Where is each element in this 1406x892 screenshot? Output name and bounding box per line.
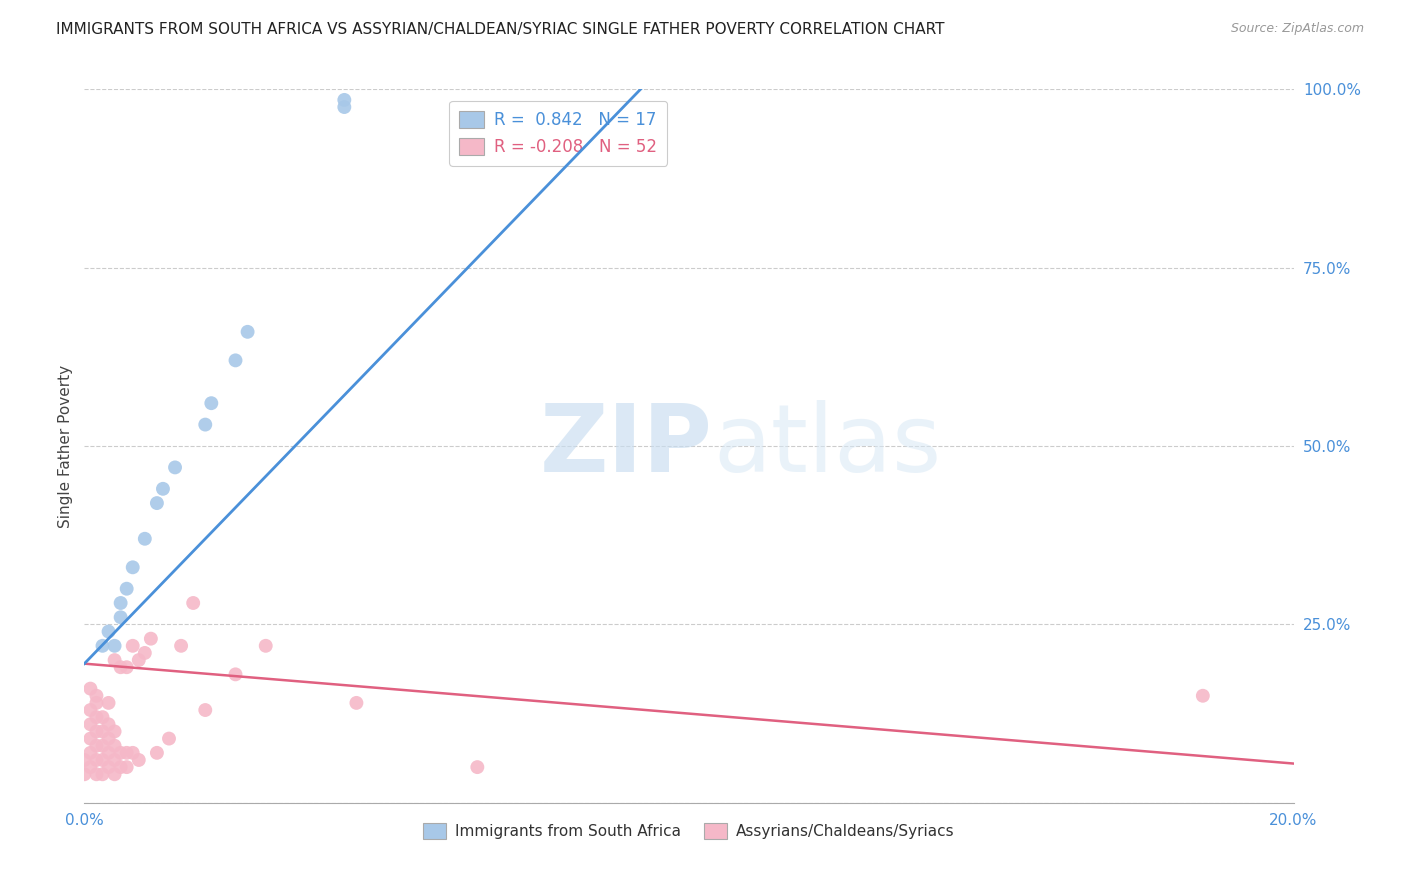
Point: [91, 724, 114, 739]
Point: [194, 417, 217, 432]
Point: [79, 746, 101, 760]
Point: [115, 746, 138, 760]
Point: [121, 639, 143, 653]
Point: [110, 610, 132, 624]
Point: [86, 753, 108, 767]
Point: [1192, 689, 1215, 703]
Point: [79, 731, 101, 746]
Point: [146, 496, 169, 510]
Point: [110, 660, 132, 674]
Point: [86, 739, 108, 753]
Point: [110, 760, 132, 774]
Point: [97, 760, 120, 774]
Point: [91, 753, 114, 767]
Point: [134, 532, 156, 546]
Point: [104, 767, 127, 781]
Point: [97, 746, 120, 760]
Point: [467, 760, 489, 774]
Point: [128, 653, 150, 667]
Point: [346, 696, 368, 710]
Point: [79, 760, 101, 774]
Point: [73, 753, 96, 767]
Point: [104, 753, 127, 767]
Point: [115, 582, 138, 596]
Point: [152, 482, 174, 496]
Point: [236, 325, 259, 339]
Point: [110, 596, 132, 610]
Point: [91, 767, 114, 781]
Point: [115, 760, 138, 774]
Point: [225, 353, 247, 368]
Point: [121, 560, 143, 574]
Point: [181, 596, 204, 610]
Point: [97, 717, 120, 731]
Point: [200, 396, 222, 410]
Point: [91, 639, 114, 653]
Point: [79, 717, 101, 731]
Point: [73, 767, 96, 781]
Point: [110, 746, 132, 760]
Point: [97, 731, 120, 746]
Text: Source: ZipAtlas.com: Source: ZipAtlas.com: [1230, 22, 1364, 36]
Point: [104, 653, 127, 667]
Text: ZIP: ZIP: [540, 400, 713, 492]
Point: [134, 646, 156, 660]
Point: [104, 739, 127, 753]
Point: [194, 703, 217, 717]
Point: [86, 696, 108, 710]
Point: [79, 681, 101, 696]
Point: [139, 632, 162, 646]
Text: atlas: atlas: [713, 400, 942, 492]
Point: [146, 746, 169, 760]
Point: [91, 739, 114, 753]
Point: [104, 724, 127, 739]
Point: [79, 703, 101, 717]
Point: [333, 93, 356, 107]
Point: [97, 696, 120, 710]
Point: [97, 624, 120, 639]
Point: [225, 667, 247, 681]
Point: [170, 639, 193, 653]
Point: [86, 689, 108, 703]
Text: IMMIGRANTS FROM SOUTH AFRICA VS ASSYRIAN/CHALDEAN/SYRIAC SINGLE FATHER POVERTY C: IMMIGRANTS FROM SOUTH AFRICA VS ASSYRIAN…: [56, 22, 945, 37]
Point: [86, 710, 108, 724]
Point: [333, 100, 356, 114]
Point: [104, 639, 127, 653]
Point: [121, 746, 143, 760]
Point: [157, 731, 180, 746]
Y-axis label: Single Father Poverty: Single Father Poverty: [58, 365, 73, 527]
Point: [86, 767, 108, 781]
Point: [91, 710, 114, 724]
Point: [86, 724, 108, 739]
Legend: Immigrants from South Africa, Assyrians/Chaldeans/Syriacs: Immigrants from South Africa, Assyrians/…: [418, 817, 960, 845]
Point: [128, 753, 150, 767]
Point: [115, 660, 138, 674]
Point: [165, 460, 187, 475]
Point: [254, 639, 277, 653]
